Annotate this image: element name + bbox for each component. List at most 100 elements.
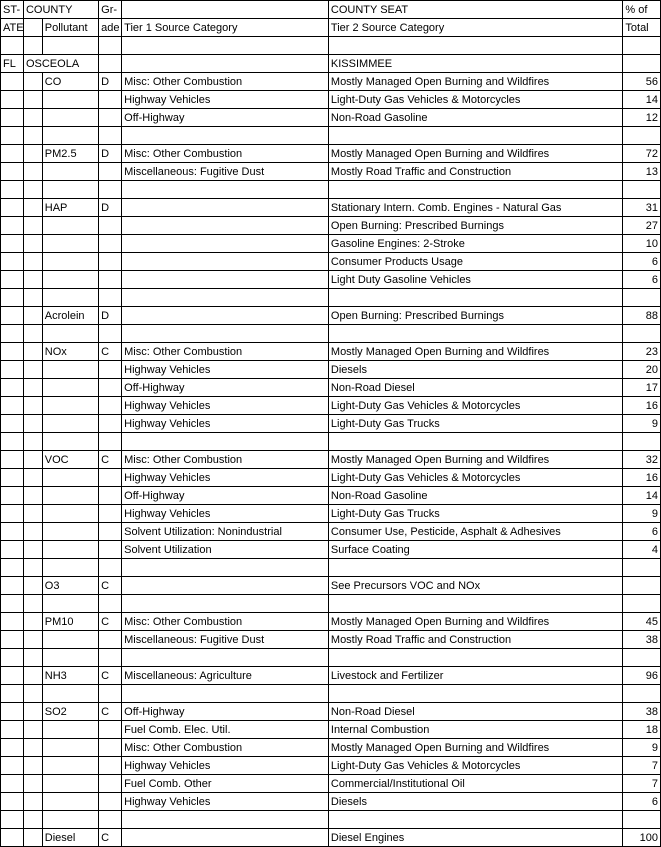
county-blank [23, 343, 42, 361]
county-blank [23, 307, 42, 325]
grade-cell [99, 163, 122, 181]
table-row: NOxCMisc: Other CombustionMostly Managed… [1, 343, 661, 361]
tier2-cell: Light-Duty Gas Vehicles & Motorcycles [328, 469, 622, 487]
pollutant-cell [42, 487, 98, 505]
grade-cell [99, 649, 122, 667]
tier2-cell: Consumer Use, Pesticide, Asphalt & Adhes… [328, 523, 622, 541]
state-blank [1, 775, 24, 793]
county-blank [23, 739, 42, 757]
hdr-ade: ade [99, 19, 122, 37]
pct-cell [623, 559, 661, 577]
state-cell: FL [1, 55, 24, 73]
tier2-cell [328, 325, 622, 343]
table-row: Fuel Comb. Elec. Util.Internal Combustio… [1, 721, 661, 739]
pct-cell: 10 [623, 235, 661, 253]
tier2-cell [328, 433, 622, 451]
tier2-cell: Mostly Road Traffic and Construction [328, 163, 622, 181]
tier1-cell: Highway Vehicles [122, 397, 329, 415]
grade-cell [99, 217, 122, 235]
pollutant-cell [42, 631, 98, 649]
county-blank [23, 397, 42, 415]
county-blank [23, 703, 42, 721]
county-blank [23, 289, 42, 307]
tier1-cell: Miscellaneous: Agriculture [122, 667, 329, 685]
grade-cell [99, 397, 122, 415]
grade-cell [99, 505, 122, 523]
tier2-cell: Mostly Managed Open Burning and Wildfire… [328, 343, 622, 361]
tier2-cell: Gasoline Engines: 2-Stroke [328, 235, 622, 253]
header-row-2: ATE Pollutant ade Tier 1 Source Category… [1, 19, 661, 37]
grade-cell: D [99, 199, 122, 217]
table-row: PM2.5DMisc: Other CombustionMostly Manag… [1, 145, 661, 163]
table-row: Consumer Products Usage6 [1, 253, 661, 271]
pollutant-cell [42, 775, 98, 793]
pct-cell: 6 [623, 271, 661, 289]
grade-cell [99, 523, 122, 541]
grade-cell [99, 127, 122, 145]
pct-cell [623, 127, 661, 145]
tier2-cell: Commercial/Institutional Oil [328, 775, 622, 793]
county-blank [23, 559, 42, 577]
tier2-cell: Diesels [328, 793, 622, 811]
county-blank [23, 613, 42, 631]
county-blank [23, 685, 42, 703]
tier1-cell [122, 559, 329, 577]
pollutant-cell [42, 541, 98, 559]
tier1-cell: Highway Vehicles [122, 91, 329, 109]
hdr-tier2: Tier 2 Source Category [328, 19, 622, 37]
tier1-cell: Highway Vehicles [122, 505, 329, 523]
county-blank [23, 631, 42, 649]
pollutant-cell [42, 415, 98, 433]
tier2-cell: Mostly Managed Open Burning and Wildfire… [328, 739, 622, 757]
state-blank [1, 451, 24, 469]
grade-cell: D [99, 73, 122, 91]
pollutant-cell [42, 721, 98, 739]
grade-cell: C [99, 613, 122, 631]
table-row: Highway VehiclesLight-Duty Gas Vehicles … [1, 469, 661, 487]
tier1-cell: Miscellaneous: Fugitive Dust [122, 163, 329, 181]
county-blank [23, 775, 42, 793]
county-blank [23, 757, 42, 775]
pct-cell: 27 [623, 217, 661, 235]
pct-cell: 56 [623, 73, 661, 91]
table-row: Light Duty Gasoline Vehicles6 [1, 271, 661, 289]
hdr-blank [23, 19, 42, 37]
tier1-cell: Fuel Comb. Other [122, 775, 329, 793]
pct-cell [623, 685, 661, 703]
grade-cell: C [99, 829, 122, 847]
hdr-seat: COUNTY SEAT [328, 1, 622, 19]
tier1-cell [122, 217, 329, 235]
tier2-cell: Open Burning: Prescribed Burnings [328, 217, 622, 235]
county-blank [23, 433, 42, 451]
tier1-cell: Solvent Utilization: Nonindustrial [122, 523, 329, 541]
tier2-cell: Light-Duty Gas Vehicles & Motorcycles [328, 91, 622, 109]
pct-cell: 38 [623, 631, 661, 649]
tier1-cell: Fuel Comb. Elec. Util. [122, 721, 329, 739]
pollutant-cell: Acrolein [42, 307, 98, 325]
table-row: Off-HighwayNon-Road Gasoline14 [1, 487, 661, 505]
pct-cell: 72 [623, 145, 661, 163]
hdr-grade: Gr- [99, 1, 122, 19]
grade-cell [99, 793, 122, 811]
tier1-cell [122, 289, 329, 307]
county-blank [23, 199, 42, 217]
grade-cell [99, 235, 122, 253]
table-row: Highway VehiclesLight-Duty Gas Vehicles … [1, 757, 661, 775]
tier1-cell: Misc: Other Combustion [122, 451, 329, 469]
pct-cell: 45 [623, 613, 661, 631]
tier2-cell: Mostly Managed Open Burning and Wildfire… [328, 613, 622, 631]
table-row: Off-HighwayNon-Road Gasoline12 [1, 109, 661, 127]
state-blank [1, 199, 24, 217]
state-blank [1, 577, 24, 595]
pct-cell: 14 [623, 487, 661, 505]
pct-cell: 17 [623, 379, 661, 397]
grade-cell [99, 685, 122, 703]
tier2-cell: Light-Duty Gas Trucks [328, 415, 622, 433]
state-blank [1, 595, 24, 613]
grade-cell: D [99, 145, 122, 163]
pollutant-cell: PM10 [42, 613, 98, 631]
state-blank [1, 613, 24, 631]
county-blank [23, 595, 42, 613]
pollutant-cell [42, 289, 98, 307]
grade-cell: C [99, 667, 122, 685]
